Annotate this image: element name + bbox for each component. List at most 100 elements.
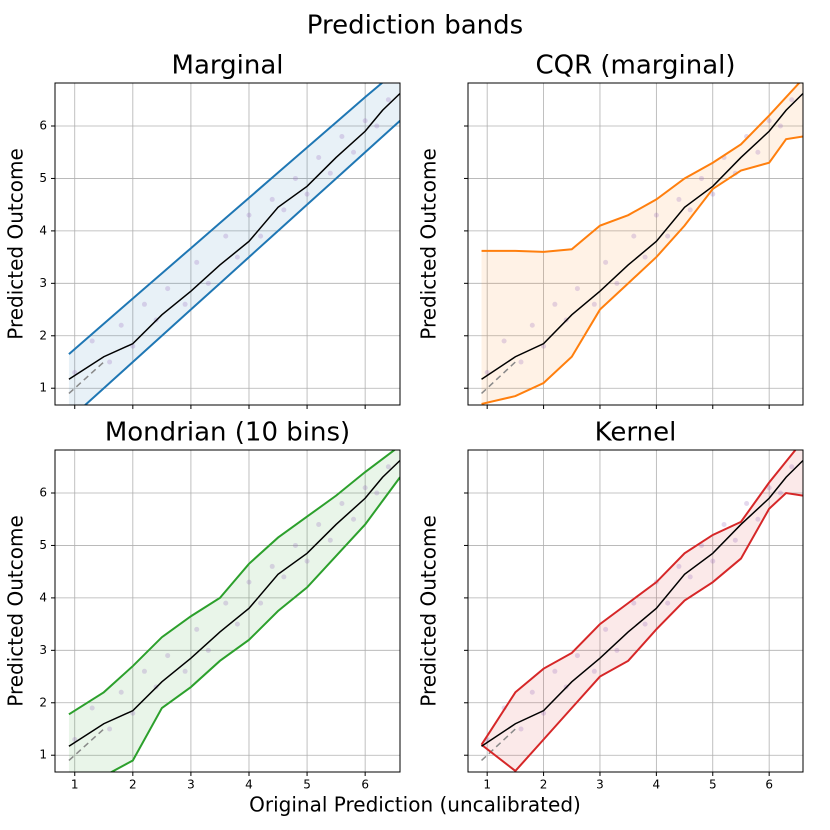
subplot: Mondrian (10 bins) Predicted Outcome 1 2 3 4 5… [4, 418, 401, 792]
scatter-point [246, 579, 252, 585]
band-line [68, 83, 384, 355]
scatter-point [258, 600, 264, 606]
scatter-point [316, 154, 322, 160]
scatter-point [118, 689, 124, 695]
scatter-point [339, 133, 345, 139]
band-fill [68, 83, 400, 405]
axes-frame [467, 82, 804, 406]
scatter-point [107, 359, 113, 365]
scatter-point [614, 280, 620, 286]
scatter-point [789, 464, 795, 470]
scatter-point [529, 689, 535, 695]
scatter-point [614, 647, 620, 653]
y-tick-label: 4 [39, 223, 47, 237]
x-tick-label: 6 [361, 778, 369, 792]
scatter-point [385, 97, 391, 103]
scatter-point [205, 280, 211, 286]
scatter-point [710, 558, 716, 564]
calibrated-line [481, 92, 803, 380]
scatter-point [518, 359, 524, 365]
y-axis-label: Predicted Outcome [4, 148, 28, 340]
scatter-point [118, 322, 124, 328]
scatter-point [591, 668, 597, 674]
scatter-point [351, 516, 357, 522]
identity-line [481, 361, 516, 395]
scatter-point [292, 542, 298, 548]
scatter-point [687, 207, 693, 213]
calibrated-line [68, 92, 400, 380]
band-fill [68, 450, 400, 772]
x-tick-label: 2 [129, 778, 137, 792]
scatter-point [141, 668, 147, 674]
scatter-point [89, 338, 95, 344]
scatter-point [631, 233, 637, 239]
figure-title: Prediction bands [307, 11, 523, 41]
scatter-point [351, 149, 357, 155]
subplot: Marginal Predicted Outcome 1 2 3 4 5 6 [4, 51, 401, 409]
axes-frame [54, 82, 401, 406]
scatter-point [304, 558, 310, 564]
scatter-point [165, 653, 171, 659]
x-tick-label: 1 [483, 778, 491, 792]
identity-line [481, 728, 516, 762]
scatter-point [339, 500, 345, 506]
band-line [109, 476, 400, 772]
scatter-point [676, 196, 682, 202]
subplot: CQR (marginal) Predicted Outcome [417, 51, 804, 409]
scatter-point [258, 233, 264, 239]
identity-line [68, 728, 105, 762]
x-tick-label: 3 [596, 778, 604, 792]
scatter-point [687, 574, 693, 580]
scatter-point [789, 97, 795, 103]
scatter-point [777, 490, 783, 496]
y-tick-label: 2 [39, 695, 47, 709]
y-tick-label: 3 [39, 276, 47, 290]
scatter-point [385, 464, 391, 470]
y-tick-label: 1 [39, 381, 47, 395]
scatter-point [501, 338, 507, 344]
scatter-point [552, 668, 558, 674]
y-axis-label: Predicted Outcome [417, 515, 441, 707]
scatter-point [194, 259, 200, 265]
subplot-title: CQR (marginal) [535, 51, 735, 81]
band-fill [481, 83, 803, 404]
band-fill [481, 450, 803, 771]
y-tick-label: 6 [39, 486, 47, 500]
scatter-point [304, 191, 310, 197]
scatter-point [223, 233, 229, 239]
scatter-point [732, 537, 738, 543]
band-line [83, 120, 400, 405]
x-tick-label: 1 [71, 778, 79, 792]
scatter-point [316, 521, 322, 527]
subplot-title: Marginal [172, 51, 284, 81]
y-tick-label: 1 [39, 748, 47, 762]
band-line [68, 450, 397, 716]
scatter-point [362, 485, 368, 491]
scatter-point [777, 123, 783, 129]
scatter-point [362, 118, 368, 124]
scatter-point [72, 369, 78, 375]
band-line [481, 135, 803, 405]
axes-frame [54, 449, 401, 773]
scatter-point [574, 286, 580, 292]
y-tick-label: 3 [39, 643, 47, 657]
scatter-point [182, 668, 188, 674]
scatter-point [755, 149, 761, 155]
scatter-point [234, 621, 240, 627]
subplot-title: Mondrian (10 bins) [105, 418, 350, 448]
scatter-point [374, 123, 380, 129]
scatter-point [529, 322, 535, 328]
scatter-point [223, 600, 229, 606]
calibrated-line [481, 459, 803, 747]
scatter-point [603, 259, 609, 265]
band-line [480, 491, 803, 772]
calibrated-line [68, 459, 400, 747]
scatter-point [591, 301, 597, 307]
scatter-point [281, 207, 287, 213]
scatter-point [281, 574, 287, 580]
scatter-point [89, 705, 95, 711]
scatter-point [631, 600, 637, 606]
scatter-point [603, 626, 609, 632]
band-line [481, 83, 801, 253]
scatter-point [72, 736, 78, 742]
